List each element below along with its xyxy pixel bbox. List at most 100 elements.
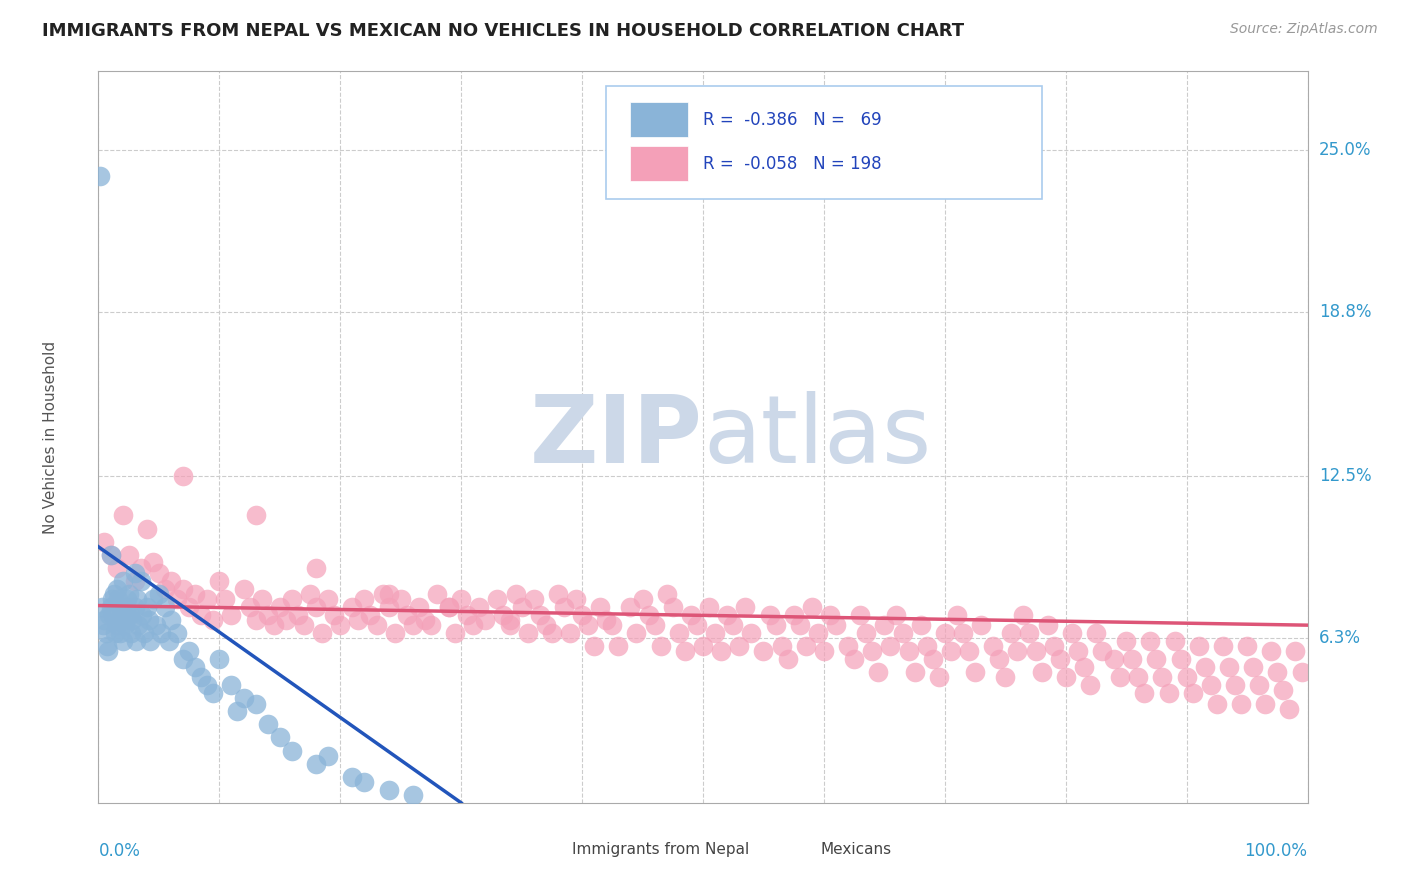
Point [1241,660,1264,674]
Point [873,618,896,632]
Point [589,599,612,614]
Point [101,607,124,622]
Point [860,644,883,658]
Point [1194,660,1216,674]
Point [1157,686,1180,700]
Point [89,169,111,183]
Point [904,665,927,680]
Point [655,587,678,601]
Point [190,670,212,684]
Point [661,599,683,614]
Point [1230,697,1253,711]
Point [1007,644,1029,658]
Point [118,587,141,601]
Point [110,599,132,614]
Point [849,607,872,622]
Point [1133,686,1156,700]
Point [583,639,606,653]
Point [1031,665,1053,680]
Point [770,639,793,653]
Point [371,587,394,601]
Point [269,731,291,745]
Point [1012,607,1035,622]
Point [1181,686,1204,700]
Point [1042,639,1064,653]
Point [704,626,727,640]
Point [765,618,787,632]
Point [108,613,131,627]
Point [195,678,218,692]
Point [98,607,121,622]
Point [384,626,406,640]
Text: R =  -0.058   N = 198: R = -0.058 N = 198 [703,154,882,172]
Point [1163,633,1185,648]
Point [1091,644,1114,658]
Text: Immigrants from Nepal: Immigrants from Nepal [572,842,749,857]
Point [468,599,491,614]
Point [516,626,538,640]
Point [145,618,167,632]
Point [263,618,285,632]
Point [1267,665,1289,680]
Point [723,618,745,632]
Point [118,607,141,622]
Point [114,618,136,632]
Point [160,613,183,627]
Point [179,644,201,658]
Point [305,560,328,574]
Point [619,599,641,614]
Point [1199,678,1222,692]
Point [111,508,134,523]
Point [855,626,877,640]
Point [1139,633,1161,648]
Point [1212,639,1234,653]
Point [631,592,654,607]
Point [782,607,804,622]
Point [879,639,901,653]
FancyBboxPatch shape [630,146,689,181]
Point [250,592,273,607]
Point [208,652,231,666]
Point [184,587,207,601]
Point [172,582,194,596]
Point [111,574,134,588]
Point [534,618,557,632]
Point [389,592,412,607]
Point [111,633,134,648]
Point [127,592,149,607]
Point [323,607,346,622]
Point [420,618,443,632]
Point [728,639,751,653]
FancyBboxPatch shape [630,102,689,137]
Point [1060,626,1083,640]
Point [1073,660,1095,674]
Point [1109,670,1132,684]
Point [626,626,648,640]
Point [981,639,1004,653]
Point [214,592,236,607]
Point [498,618,520,632]
Point [105,582,128,596]
Point [547,587,569,601]
Point [758,607,780,622]
Point [934,626,956,640]
Text: 18.8%: 18.8% [1319,302,1371,321]
Text: atlas: atlas [703,391,931,483]
Point [311,626,333,640]
Point [571,607,593,622]
Point [366,618,388,632]
Point [226,705,249,719]
Point [818,607,841,622]
Point [360,607,382,622]
Point [1067,644,1090,658]
Point [148,587,170,601]
Point [118,548,141,562]
FancyBboxPatch shape [606,86,1042,200]
Point [395,607,418,622]
Point [329,618,352,632]
Point [1018,626,1040,640]
Point [965,665,987,680]
Point [221,678,243,692]
Text: Source: ZipAtlas.com: Source: ZipAtlas.com [1230,22,1378,37]
Point [1054,670,1077,684]
